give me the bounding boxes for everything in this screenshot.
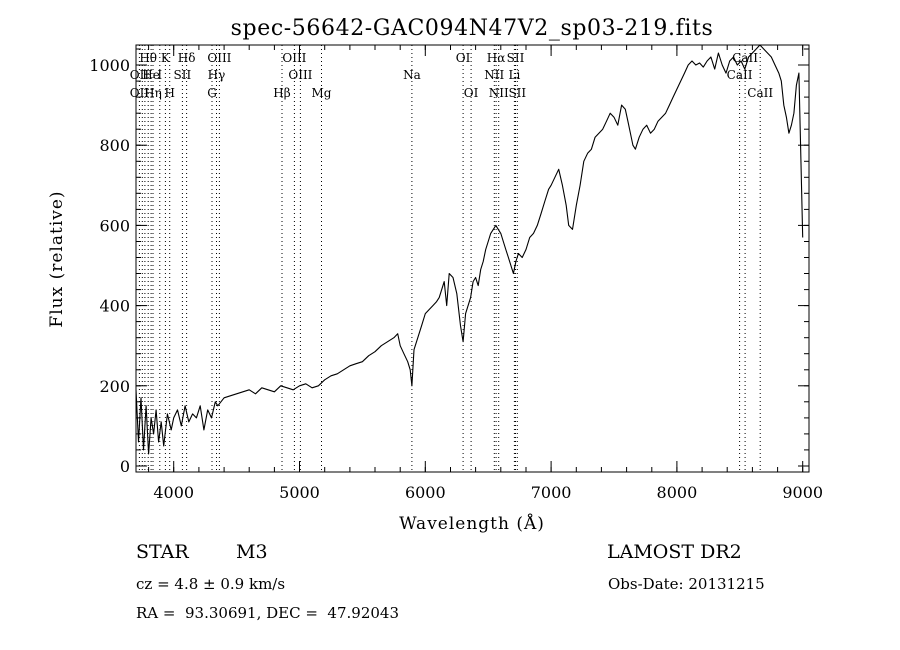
y-tick-label: 400	[99, 297, 130, 316]
line-label: OI	[456, 51, 471, 65]
line-label: K	[161, 51, 171, 65]
line-label: SII	[174, 68, 192, 82]
line-label: CaII	[727, 68, 753, 82]
line-label: SII	[507, 51, 525, 65]
x-axis-label: Wavelength (Å)	[399, 513, 545, 534]
y-tick-label: 1000	[89, 56, 130, 75]
line-label: Mg	[312, 86, 332, 100]
line-label: OIII	[207, 51, 231, 65]
x-tick-label: 5000	[279, 483, 320, 502]
x-tick-label: 6000	[405, 483, 446, 502]
y-tick-label: 800	[99, 136, 130, 155]
line-label: OII	[130, 68, 150, 82]
x-tick-label: 7000	[531, 483, 572, 502]
line-label: Na	[403, 68, 421, 82]
chart-title: spec-56642-GAC094N47V2_sp03-219.fits	[231, 16, 714, 41]
line-label: NII	[489, 86, 509, 100]
line-label: Hθ	[139, 51, 157, 65]
line-label: Hβ	[273, 86, 290, 100]
observation-date: Obs-Date: 20131215	[608, 575, 765, 593]
line-label: Li	[508, 68, 520, 82]
line-label: Hα	[487, 51, 506, 65]
y-tick-label: 0	[120, 457, 130, 476]
line-label: Hη	[144, 86, 162, 100]
line-label: He	[142, 68, 160, 82]
line-label: OII	[130, 86, 150, 100]
line-label: OIII	[288, 68, 312, 82]
x-tick-label: 4000	[153, 483, 194, 502]
object-type: STAR	[136, 541, 189, 563]
sky-coordinates: RA = 93.30691, DEC = 47.92043	[136, 604, 400, 622]
x-tick-label: 8000	[657, 483, 698, 502]
line-label: Hγ	[208, 68, 226, 82]
line-label: G	[207, 86, 217, 100]
y-axis-label: Flux (relative)	[47, 190, 67, 327]
line-label: I	[157, 68, 162, 82]
y-tick-label: 600	[99, 216, 130, 235]
line-label: SII	[508, 86, 526, 100]
object-subclass: M3	[236, 541, 268, 563]
spectrum-series	[135, 44, 804, 455]
line-label: OI	[464, 86, 479, 100]
x-axis: 4000 5000 6000 7000 8000 9000	[148, 45, 823, 502]
line-label: NII	[484, 68, 504, 82]
spectrum-line	[135, 44, 804, 455]
survey-name: LAMOST DR2	[607, 541, 742, 563]
redshift-velocity: cz = 4.8 ± 0.9 km/s	[136, 575, 286, 593]
x-tick-label: 9000	[782, 483, 823, 502]
line-label: OIII	[282, 51, 306, 65]
y-tick-label: 200	[99, 377, 130, 396]
line-label: CaII	[747, 86, 773, 100]
y-axis: 0 200 400 600 800 1000	[89, 48, 809, 476]
line-label: H	[164, 86, 174, 100]
line-label: CaII	[732, 51, 758, 65]
plot-frame	[135, 44, 810, 473]
line-label: Hδ	[178, 51, 196, 65]
